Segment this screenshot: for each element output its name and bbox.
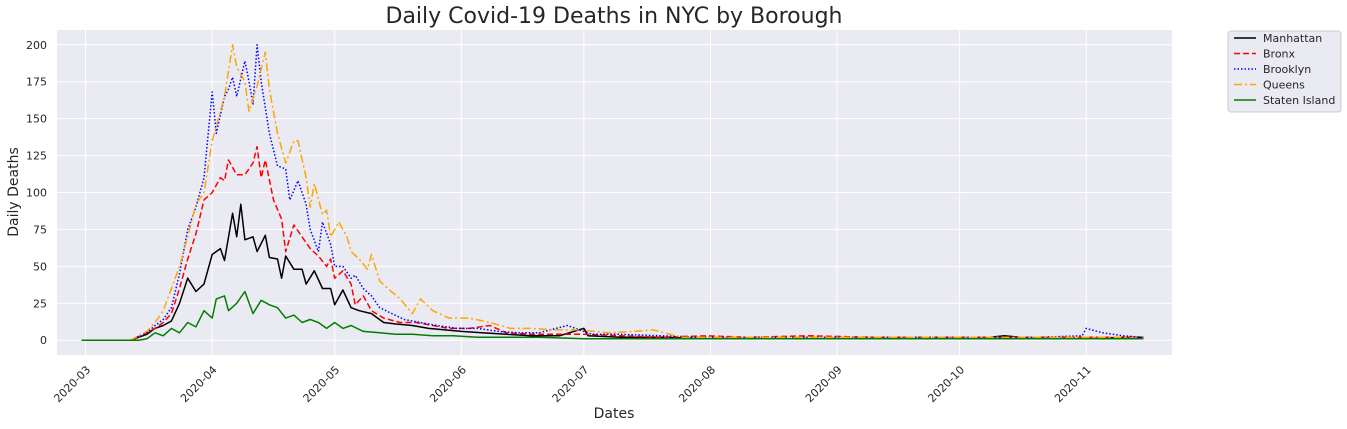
y-tick-label: 100 [26, 187, 47, 200]
chart-title: Daily Covid-19 Deaths in NYC by Borough [386, 4, 843, 29]
y-axis-ticks: 0 25 50 75 100 125 150 175 200 [26, 39, 47, 347]
y-tick-label: 0 [40, 334, 47, 347]
legend-box [1227, 30, 1342, 113]
y-tick-label: 50 [33, 260, 47, 273]
legend-label: Bronx [1263, 48, 1296, 61]
series-line-queens [81, 44, 1144, 341]
grid-lines [57, 30, 1172, 355]
y-tick-label: 25 [33, 297, 47, 310]
legend-label: Queens [1263, 79, 1305, 92]
legend-items: Manhattan Bronx Brooklyn Queens Staten Islan… [1234, 32, 1335, 107]
legend-label: Manhattan [1263, 32, 1322, 45]
y-axis-label: Daily Deaths [6, 147, 22, 237]
legend: Manhattan Bronx Brooklyn Queens Staten Islan… [1227, 30, 1342, 113]
legend-label: Staten Island [1263, 94, 1335, 107]
legend-label: Brooklyn [1263, 63, 1311, 76]
y-tick-label: 200 [26, 39, 47, 52]
y-tick-label: 175 [26, 76, 47, 89]
y-tick-label: 125 [26, 150, 47, 163]
y-tick-label: 75 [33, 223, 47, 236]
x-axis-label: Dates [594, 406, 635, 422]
series-lines [81, 44, 1144, 341]
series-line-staten-island [81, 290, 1144, 341]
y-tick-label: 150 [26, 113, 47, 126]
plot-area [57, 30, 1172, 355]
